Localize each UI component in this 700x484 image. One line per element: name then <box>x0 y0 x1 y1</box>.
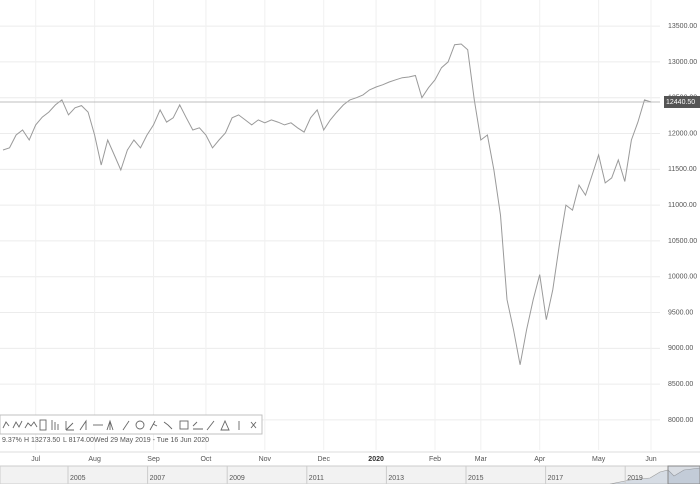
y-tick-label: 13500.00 <box>668 23 697 30</box>
x-tick-label: Feb <box>429 456 441 463</box>
y-tick-label: 8500.00 <box>668 381 693 388</box>
x-tick-label: Mar <box>475 456 488 463</box>
stat-change: 9.37% <box>2 437 22 444</box>
navigator-year: 2011 <box>309 475 324 482</box>
x-tick-label: Jun <box>645 456 656 463</box>
y-tick-label: 12000.00 <box>668 130 697 137</box>
navigator-year: 2007 <box>150 475 166 482</box>
x-tick-label: Aug <box>88 456 101 463</box>
x-tick-label: May <box>592 456 606 463</box>
last-price-label: 12440.50 <box>666 99 695 106</box>
y-tick-label: 9500.00 <box>668 309 693 316</box>
y-tick-label: 11000.00 <box>668 202 697 209</box>
stat-high: H 13273.50 <box>24 437 60 444</box>
last-price-box <box>664 95 700 108</box>
grid: 8000.00 8500.00 9000.00 9500.00 10000.00 1050… <box>0 0 697 450</box>
x-tick-label: Sep <box>147 456 160 463</box>
stat-low: L 8174.00 <box>63 437 94 444</box>
x-tick-label: Jul <box>31 456 40 463</box>
x-tick-label: Oct <box>200 456 211 463</box>
x-tick-label: Dec <box>318 456 331 463</box>
navigator-year: 2013 <box>388 475 404 482</box>
x-tick-label: 2020 <box>368 456 384 463</box>
plot <box>2 43 652 365</box>
navigator[interactable]: 2005 2007 2009 2011 2013 2015 2017 2019 <box>0 465 700 484</box>
drawing-toolbar[interactable] <box>0 414 263 435</box>
navigator-year: 2015 <box>468 475 484 482</box>
navigator-year: 2017 <box>548 475 564 482</box>
y-tick-label: 10500.00 <box>668 238 697 245</box>
price-line <box>2 43 652 365</box>
navigator-year: 2005 <box>70 475 86 482</box>
y-tick-label: 11500.00 <box>668 166 697 173</box>
y-tick-label: 10000.00 <box>668 274 697 281</box>
stat-range: Wed 29 May 2019 - Tue 16 Jun 2020 <box>94 437 209 444</box>
x-tick-label: Apr <box>534 456 546 463</box>
navigator-year: 2009 <box>229 475 245 482</box>
y-tick-label: 8000.00 <box>668 417 693 424</box>
navigator-year: 2019 <box>627 475 643 482</box>
y-tick-label: 13000.00 <box>668 59 697 66</box>
y-tick-label: 9000.00 <box>668 345 693 352</box>
x-tick-label: Nov <box>259 456 272 463</box>
